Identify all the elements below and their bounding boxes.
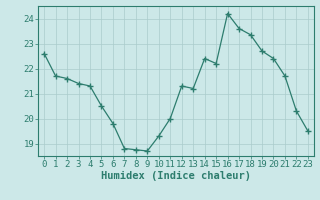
X-axis label: Humidex (Indice chaleur): Humidex (Indice chaleur) [101,171,251,181]
